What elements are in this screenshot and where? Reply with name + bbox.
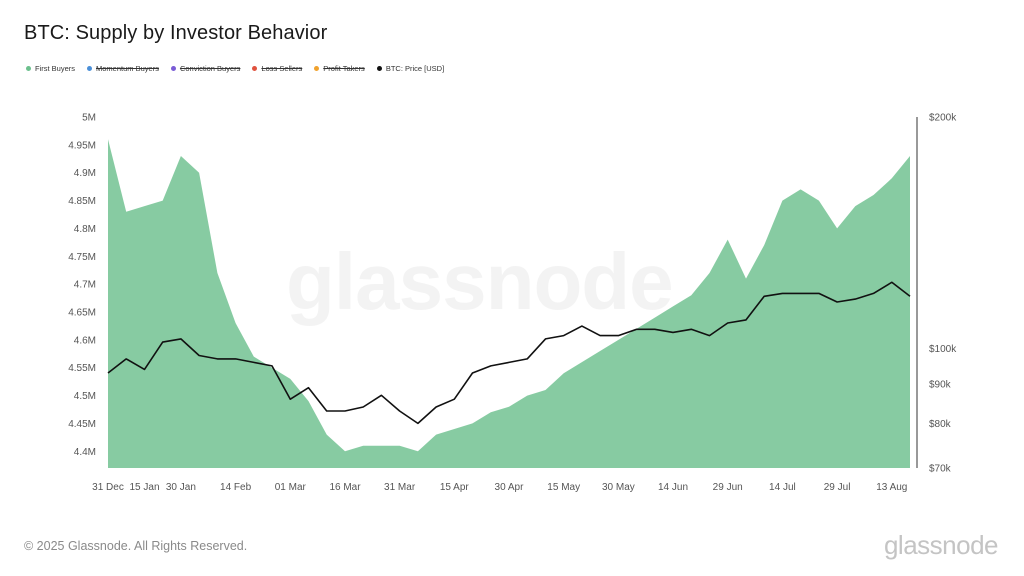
x-tick-label: 14 Feb — [220, 482, 252, 493]
legend-item-momentum-buyers[interactable]: Momentum Buyers — [87, 64, 159, 73]
footer-copyright: © 2025 Glassnode. All Rights Reserved. — [24, 539, 248, 553]
y-left-tick-label: 4.4M — [74, 447, 96, 458]
y-left-tick-label: 4.8M — [74, 224, 96, 235]
legend-label: Conviction Buyers — [179, 64, 241, 73]
x-tick-label: 31 Mar — [384, 482, 416, 493]
legend-label: BTC: Price [USD] — [385, 64, 445, 73]
series-btc-price-line — [107, 281, 911, 425]
legend-dot-icon — [26, 66, 31, 71]
x-tick-label: 14 Jul — [769, 482, 796, 493]
x-tick-label: 30 Jan — [166, 482, 196, 493]
y-left-tick-label: 4.55M — [68, 363, 96, 374]
y-left-tick-label: 4.9M — [74, 168, 96, 179]
x-tick-label: 15 Apr — [440, 482, 470, 493]
legend-label: Loss Sellers — [261, 64, 303, 73]
x-tick-label: 15 Jan — [129, 482, 159, 493]
x-tick-label: 29 Jun — [713, 482, 743, 493]
y-left-tick-label: 4.45M — [68, 419, 96, 430]
x-tick-label: 01 Mar — [275, 482, 307, 493]
legend-label: Momentum Buyers — [96, 64, 159, 73]
legend-label: First Buyers — [35, 64, 76, 73]
x-tick-label: 15 May — [547, 482, 580, 493]
x-tick-label: 14 Jun — [658, 482, 688, 493]
legend-item-loss-sellers[interactable]: Loss Sellers — [252, 64, 302, 73]
legend-item-conviction-buyers[interactable]: Conviction Buyers — [170, 64, 241, 73]
chart-legend: First Buyers Momentum Buyers Conviction Bu… — [26, 64, 444, 73]
watermark-text: glassnode — [286, 237, 674, 326]
legend-label: Profit Takers — [323, 64, 365, 73]
x-tick-label: 31 Dec — [92, 482, 124, 493]
y-left-tick-label: 4.65M — [68, 308, 96, 319]
x-tick-label: 29 Jul — [824, 482, 851, 493]
y-left-tick-label: 4.95M — [68, 140, 96, 151]
footer-logo: glassnode — [883, 530, 999, 560]
legend-dot-icon — [376, 66, 382, 71]
x-tick-label: 30 Apr — [495, 482, 525, 493]
y-right-tick-label: $80k — [929, 419, 952, 430]
y-left-tick-label: 4.75M — [68, 252, 96, 263]
y-right-tick-label: $70k — [929, 464, 952, 475]
legend-dot-icon — [252, 66, 258, 71]
y-left-tick-label: 4.85M — [68, 196, 96, 207]
series-first-buyers-area — [108, 139, 910, 469]
legend-dot-icon — [170, 66, 176, 71]
legend-item-profit-takers[interactable]: Profit Takers — [314, 64, 365, 73]
y-left-tick-label: 5M — [82, 113, 96, 124]
x-tick-label: 30 May — [602, 482, 635, 493]
x-tick-label: 13 Aug — [876, 482, 907, 493]
y-left-tick-label: 4.5M — [74, 391, 96, 402]
y-right-tick-label: $200k — [929, 113, 957, 124]
x-tick-label: 16 Mar — [329, 482, 361, 493]
y-left-tick-label: 4.7M — [74, 280, 96, 291]
legend-dot-icon — [87, 66, 93, 71]
chart-title: BTC: Supply by Investor Behavior — [24, 22, 328, 44]
legend-item-first-buyers[interactable]: First Buyers — [26, 64, 75, 73]
legend-item-btc-price-usd[interactable]: BTC: Price [USD] — [376, 64, 445, 73]
legend-dot-icon — [314, 66, 320, 71]
y-right-tick-label: $90k — [929, 380, 952, 391]
y-left-tick-label: 4.6M — [74, 335, 96, 346]
y-right-tick-label: $100k — [929, 344, 957, 355]
